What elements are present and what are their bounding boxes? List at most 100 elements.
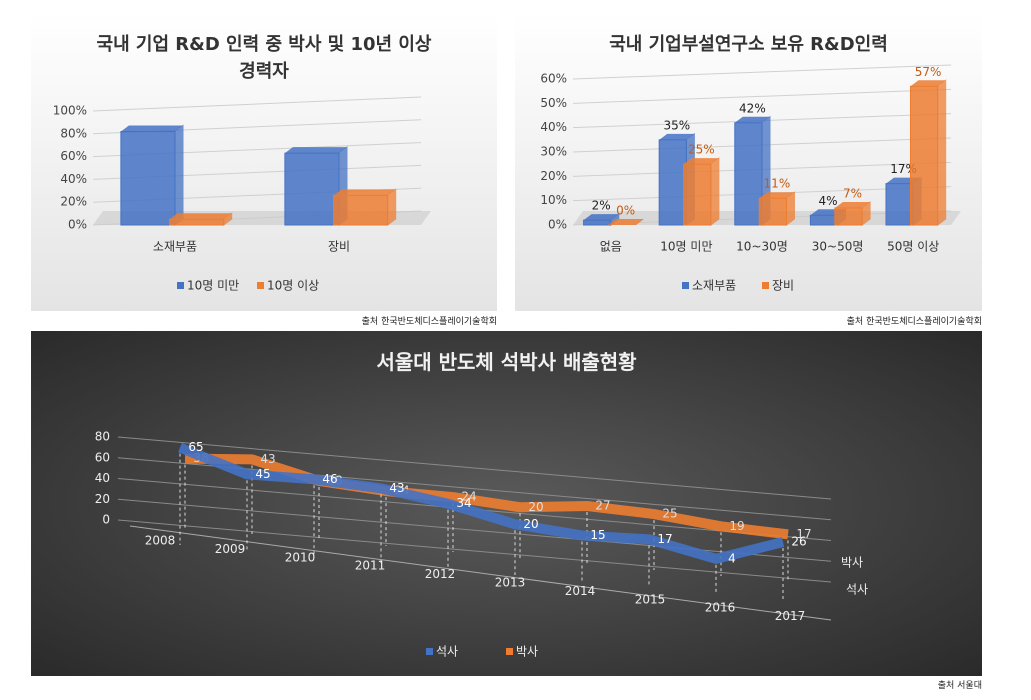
depth-label: 석사 xyxy=(846,583,868,597)
bar-top xyxy=(169,213,232,220)
data-label: 27 xyxy=(595,498,610,512)
chart: 0% 20% 40% 60% 80% 100% 소재부품 장비 10명 미만 10명 이상 xyxy=(53,96,431,293)
data-label: 43 xyxy=(389,481,404,495)
bar-top xyxy=(583,214,619,221)
chart-title: 서울대 반도체 석박사 배출현황 xyxy=(376,350,637,374)
bar xyxy=(169,218,225,226)
data-label: 57% xyxy=(915,65,942,79)
y-tick-label: 40% xyxy=(60,172,87,186)
bar xyxy=(909,85,939,226)
legend-label: 석사 xyxy=(436,645,458,659)
y-tick-label: 30% xyxy=(540,145,567,159)
bar-top xyxy=(333,189,396,196)
bar-side xyxy=(710,157,720,226)
data-label: 7% xyxy=(843,186,862,200)
bar-side xyxy=(387,188,397,226)
y-tick-label: 60 xyxy=(95,450,110,464)
x-tick-label: 2014 xyxy=(565,584,596,598)
x-tick-label: 2011 xyxy=(355,559,386,573)
data-label: 11% xyxy=(764,177,791,191)
grid-line xyxy=(572,88,952,104)
x-tick-label: 30~50명 xyxy=(812,240,864,254)
legend-swatch xyxy=(762,282,769,289)
data-label: 34 xyxy=(456,496,471,510)
data-label: 2% xyxy=(592,199,611,213)
legend-label: 장비 xyxy=(772,279,794,293)
x-tick-label: 2012 xyxy=(425,567,456,581)
x-tick-label: 10~30명 xyxy=(736,240,788,254)
data-label: 26 xyxy=(791,535,806,549)
data-label: 15 xyxy=(590,528,605,542)
grid-line xyxy=(117,498,832,562)
bar-top xyxy=(910,80,946,87)
y-tick-label: 50% xyxy=(540,96,567,110)
source-note: 출처 한국반도체디스플레이기술학회 xyxy=(361,317,497,327)
data-label: 17 xyxy=(796,527,811,541)
grid-line xyxy=(572,64,952,80)
x-tick-label: 50명 이상 xyxy=(887,240,939,254)
chart-title: 국내 기업부설연구소 보유 R&D인력 xyxy=(609,34,888,55)
y-tick-label: 80 xyxy=(95,430,110,444)
x-tick-label: 2009 xyxy=(215,542,246,556)
chart: 0204060802008200920102011201220132014201… xyxy=(95,430,868,659)
data-label: 65 xyxy=(188,440,203,454)
y-tick-label: 100% xyxy=(53,104,87,118)
series-line xyxy=(184,453,789,540)
bar xyxy=(758,197,787,226)
data-label: 20 xyxy=(523,517,538,531)
x-tick-label: 2008 xyxy=(145,534,176,548)
chart-panel: 국내 기업 R&D 인력 중 박사 및 10년 이상 경력자 0% 20% 40% 6… xyxy=(31,13,497,311)
bar-top xyxy=(120,125,183,132)
bar xyxy=(120,131,176,226)
x-tick-label: 2016 xyxy=(705,601,736,615)
x-tick-label: 2010 xyxy=(285,550,316,564)
bar xyxy=(885,183,914,226)
grid-line xyxy=(92,96,422,112)
bar-top xyxy=(284,147,347,154)
y-tick-label: 40% xyxy=(540,120,567,134)
data-label: 45 xyxy=(255,467,270,481)
data-label: 19 xyxy=(729,519,744,533)
y-tick-label: 0% xyxy=(548,218,567,232)
x-tick-label: 2017 xyxy=(775,609,806,623)
y-tick-label: 20 xyxy=(95,492,110,506)
y-tick-label: 80% xyxy=(60,126,87,140)
bar xyxy=(834,207,863,226)
y-tick-label: 0% xyxy=(68,218,87,232)
chart: 0% 10% 20% 30% 40% 50% 60% 없음 2% 0% 10명 미만 35% 25% 10… xyxy=(540,64,961,293)
y-tick-label: 0 xyxy=(102,513,110,527)
grid-line xyxy=(117,436,832,500)
series-line xyxy=(178,442,785,564)
y-tick-label: 10% xyxy=(540,193,567,207)
chart-panel: 서울대 반도체 석박사 배출현황 0 20 40 60 80 2008 2009 2010 20… xyxy=(31,331,982,676)
y-tick-label: 60% xyxy=(540,72,567,86)
bar-side xyxy=(937,79,947,226)
y-tick-label: 60% xyxy=(60,149,87,163)
y-tick-label: 20% xyxy=(540,169,567,183)
data-label: 46 xyxy=(322,472,337,486)
depth-label: 박사 xyxy=(841,556,863,570)
bar-top xyxy=(759,192,795,199)
grid-line xyxy=(117,519,832,583)
x-tick-label: 10명 미만 xyxy=(660,240,712,254)
source-note: 출처 서울대 xyxy=(937,681,982,691)
data-label: 24 xyxy=(461,490,476,504)
x-tick-label: 2015 xyxy=(635,592,666,606)
data-label: 20 xyxy=(528,500,543,514)
bar xyxy=(284,152,340,226)
bar xyxy=(583,219,612,226)
bar xyxy=(683,163,712,226)
chart-panel: 국내 기업부설연구소 보유 R&D인력 0% 10% 20% 30% 40% 50% 60%… xyxy=(515,13,982,311)
legend-swatch xyxy=(506,648,513,655)
legend-swatch xyxy=(257,282,264,289)
legend-label: 박사 xyxy=(516,645,538,659)
data-label: 4 xyxy=(728,551,736,565)
legend-label: 10명 미만 xyxy=(187,279,239,293)
legend-label: 소재부품 xyxy=(692,279,736,293)
y-tick-label: 40 xyxy=(95,471,110,485)
data-label: 17 xyxy=(657,532,672,546)
data-label: 4% xyxy=(818,194,837,208)
x-tick-label: 소재부품 xyxy=(153,240,197,254)
x-tick-label: 장비 xyxy=(328,240,350,254)
chart-title: 국내 기업 R&D 인력 중 박사 및 10년 이상 경력자 xyxy=(96,34,432,82)
